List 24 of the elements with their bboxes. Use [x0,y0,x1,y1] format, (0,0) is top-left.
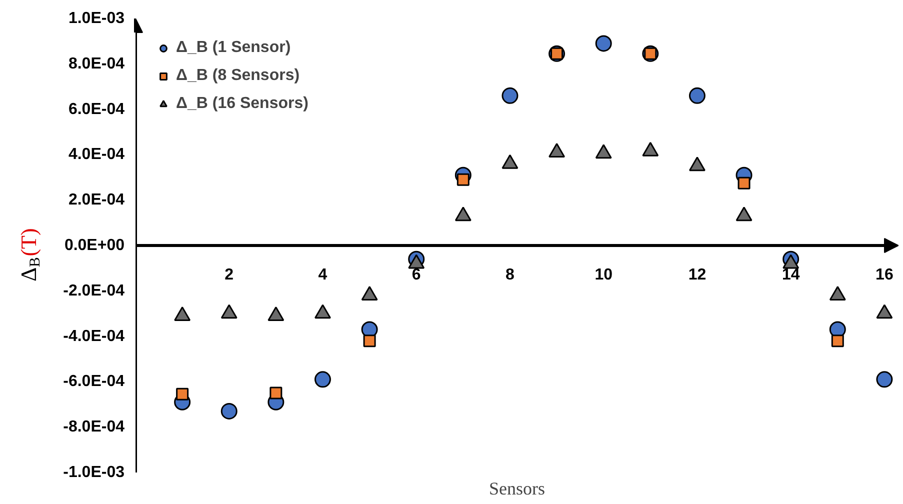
y-tick-label: 1.0E-03 [68,10,125,27]
y-tick-label: -1.0E-03 [63,464,125,481]
y-tick-label: -4.0E-04 [63,328,125,345]
x-axis-title: Sensors [489,478,546,498]
legend-label: Δ_B (1 Sensor) [176,39,291,57]
x-tick-label: 4 [318,266,328,284]
x-tick-label: 2 [224,266,234,284]
x-tick-label: 10 [594,266,613,284]
x-tick-label: 8 [506,266,515,284]
x-tick-label: 6 [412,266,421,284]
legend-label: Δ_B (8 Sensors) [176,67,300,85]
y-tick-label: 0.0E+00 [64,237,125,254]
y-tick-label: -2.0E-04 [63,282,125,300]
y-tick-label: -8.0E-04 [63,418,125,436]
x-tick-label: 12 [688,266,706,284]
legend-label: Δ_B (16 Sensors) [176,95,308,113]
y-tick-label: 8.0E-04 [68,55,125,72]
x-tick-label: 14 [782,266,800,284]
y-tick-label: 6.0E-04 [68,100,125,118]
y-tick-label: -6.0E-04 [63,373,125,390]
y-tick-label: 2.0E-04 [68,192,125,209]
y-tick-label: 4.0E-04 [68,146,125,164]
y-axis-title: ΔB(T) [16,228,44,282]
x-tick-label: 16 [876,266,894,284]
